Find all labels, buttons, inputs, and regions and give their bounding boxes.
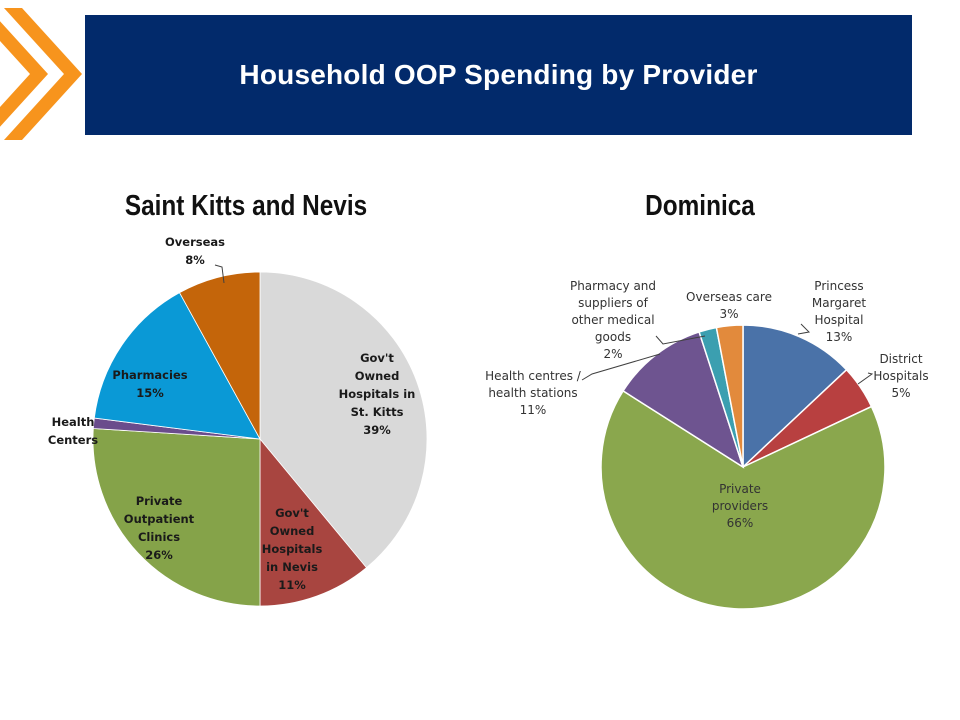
leader-line-pharmacy-and-suppliers-of bbox=[655, 335, 706, 345]
chart-title-dominica: Dominica bbox=[645, 190, 755, 222]
header-banner: Household OOP Spending by Provider bbox=[85, 15, 912, 135]
data-label-district-hospitals: District Hospitals 5% bbox=[873, 352, 928, 400]
data-label-private-providers: Private providers 66% bbox=[712, 482, 768, 530]
pie-slice-private-providers bbox=[600, 389, 886, 610]
pie-slice-overseas-8 bbox=[179, 271, 261, 440]
data-label-overseas-8: Overseas 8% bbox=[165, 235, 225, 267]
pie-slice-overseas-care-3 bbox=[715, 324, 744, 468]
pie-slice-gov-t-owned bbox=[259, 437, 368, 607]
data-label-overseas-care-3: Overseas care 3% bbox=[686, 290, 772, 321]
pie-slice-gov-t-owned bbox=[259, 271, 428, 569]
double-chevron-right-icon bbox=[0, 8, 82, 140]
chart-title-saint-kitts: Saint Kitts and Nevis bbox=[124, 190, 368, 222]
data-label-health-centres-health-stations: Health centres / health stations 11% bbox=[485, 369, 582, 417]
leader-line-health-centres-health-stations bbox=[581, 353, 661, 381]
data-label-private-outpatient: Private Outpatient Clinics 26% bbox=[124, 494, 195, 562]
data-label-gov-t-owned: Gov't Owned Hospitals in Nevis 11% bbox=[262, 506, 323, 592]
pie-slice-pharmacies-15 bbox=[93, 292, 261, 440]
leader-line-princess-margaret bbox=[797, 323, 811, 335]
data-label-pharmacies-15: Pharmacies 15% bbox=[112, 368, 187, 400]
leader-line-overseas-8 bbox=[214, 264, 225, 284]
leader-line-district-hospitals bbox=[857, 372, 874, 385]
data-label-gov-t-owned: Gov't Owned Hospitals in St. Kitts 39% bbox=[339, 351, 416, 437]
data-label-princess-margaret: Princess Margaret Hospital 13% bbox=[812, 279, 866, 344]
page-title: Household OOP Spending by Provider bbox=[239, 59, 758, 90]
pie-slice-private-outpatient bbox=[92, 428, 261, 607]
pie-slice-princess-margaret bbox=[742, 324, 848, 469]
data-label-pharmacy-and-suppliers-of: Pharmacy and suppliers of other medical goo… bbox=[570, 279, 656, 361]
data-label-health-centers: Health Centers bbox=[48, 415, 98, 447]
